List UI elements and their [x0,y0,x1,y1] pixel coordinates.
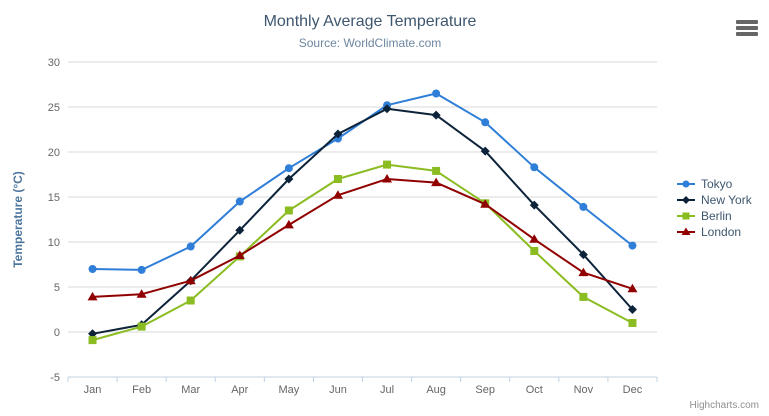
legend-label: Tokyo [701,177,733,191]
hamburger-icon [736,26,758,30]
legend-item-london[interactable]: London [676,224,752,240]
y-gridlines [68,61,657,378]
series-tokyo[interactable] [88,89,637,274]
x-axis-label: Jun [329,384,347,396]
hamburger-icon [736,32,758,36]
series-london[interactable] [87,174,638,301]
legend-item-berlin[interactable]: Berlin [676,208,752,224]
svg-text:0: 0 [54,327,60,339]
x-axis-label: Nov [574,384,594,396]
legend-label: London [701,225,742,239]
y-axis-title: Temperature (°C) [11,171,25,268]
x-axis-label: Oct [526,384,543,396]
svg-text:20: 20 [48,147,60,159]
svg-text:10: 10 [48,237,60,249]
x-axis-label: Jan [84,384,102,396]
x-axis-label: Feb [132,384,151,396]
x-axis-label: Jul [380,384,394,396]
export-menu-button[interactable] [736,20,758,36]
legend: Tokyo New York Berlin London [676,176,752,240]
y-axis-labels: -5 0 5 10 15 20 25 30 [48,57,60,384]
legend-label: Berlin [701,209,732,223]
x-axis-label: Apr [231,384,248,396]
chart-subtitle: Source: WorldClimate.com [298,36,442,50]
hamburger-icon [736,20,758,24]
x-axis: Jan Feb Mar Apr May Jun Jul Aug Sep Oct Nov Dec [67,376,658,396]
x-axis-label: Dec [623,384,643,396]
diamond-marker-icon [677,196,695,204]
series-new-york[interactable] [88,104,637,339]
credits-link[interactable]: Highcharts.com [689,400,759,411]
svg-text:15: 15 [48,192,60,204]
square-marker-icon [677,212,695,220]
svg-text:30: 30 [48,57,60,69]
circle-marker-icon [677,180,695,188]
x-axis-label: May [278,384,299,396]
x-axis-label: Aug [426,384,446,396]
svg-text:25: 25 [48,102,60,114]
legend-label: New York [701,193,752,207]
triangle-marker-icon [677,227,695,235]
x-axis-label: Mar [181,384,200,396]
x-axis-label: Sep [475,384,495,396]
svg-text:-5: -5 [50,372,60,384]
chart-title: Monthly Average Temperature [263,13,477,30]
legend-item-new-york[interactable]: New York [676,192,752,208]
legend-item-tokyo[interactable]: Tokyo [676,176,752,192]
svg-text:5: 5 [54,282,60,294]
